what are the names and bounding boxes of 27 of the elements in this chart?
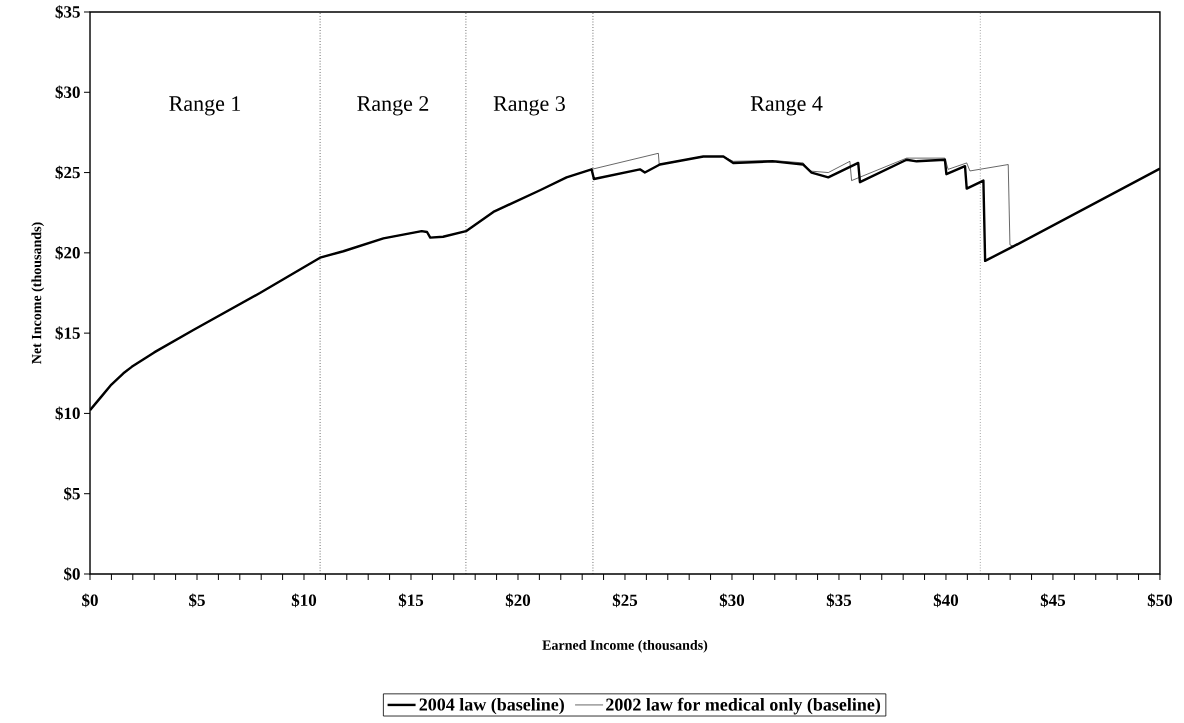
x-tick-label: $5 xyxy=(189,593,205,608)
x-tick-label: $0 xyxy=(82,593,98,608)
y-tick-label: $15 xyxy=(55,326,80,340)
annotation: Range 4 xyxy=(750,96,823,116)
y-tick-label: $20 xyxy=(55,246,80,260)
annotation: Range 1 xyxy=(169,96,241,116)
y-tick-label: $30 xyxy=(55,85,80,100)
annotation: Range 3 xyxy=(493,96,565,116)
x-tick-label: $20 xyxy=(505,593,531,608)
x-tick-label: $40 xyxy=(933,593,959,608)
y-tick-label: $5 xyxy=(64,486,80,501)
y-tick-label: $25 xyxy=(55,165,80,180)
x-tick-label: $15 xyxy=(398,593,424,608)
y-tick-label: $35 xyxy=(55,5,80,19)
x-axis-title: Earned Income (thousands) xyxy=(542,639,708,653)
annotation: Range 2 xyxy=(357,96,429,116)
x-tick-label: $35 xyxy=(826,593,852,608)
x-tick-label: $25 xyxy=(612,593,638,608)
legend-label: 2004 law (baseline) xyxy=(419,697,564,715)
x-tick-label: $45 xyxy=(1040,593,1066,608)
x-tick-label: $10 xyxy=(291,593,317,608)
y-tick-label: $0 xyxy=(64,567,80,581)
x-tick-label: $30 xyxy=(719,593,745,608)
y-axis-title: Net Income (thousands) xyxy=(31,222,45,364)
x-tick-label: $50 xyxy=(1147,593,1173,608)
y-tick-label: $10 xyxy=(55,406,80,421)
legend-label: 2002 law for medical only (baseline) xyxy=(606,697,881,715)
